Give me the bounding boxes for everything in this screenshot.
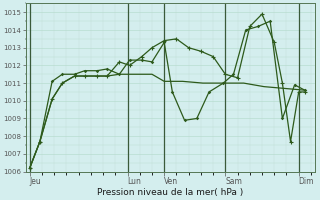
X-axis label: Pression niveau de la mer( hPa ): Pression niveau de la mer( hPa ) bbox=[97, 188, 244, 197]
